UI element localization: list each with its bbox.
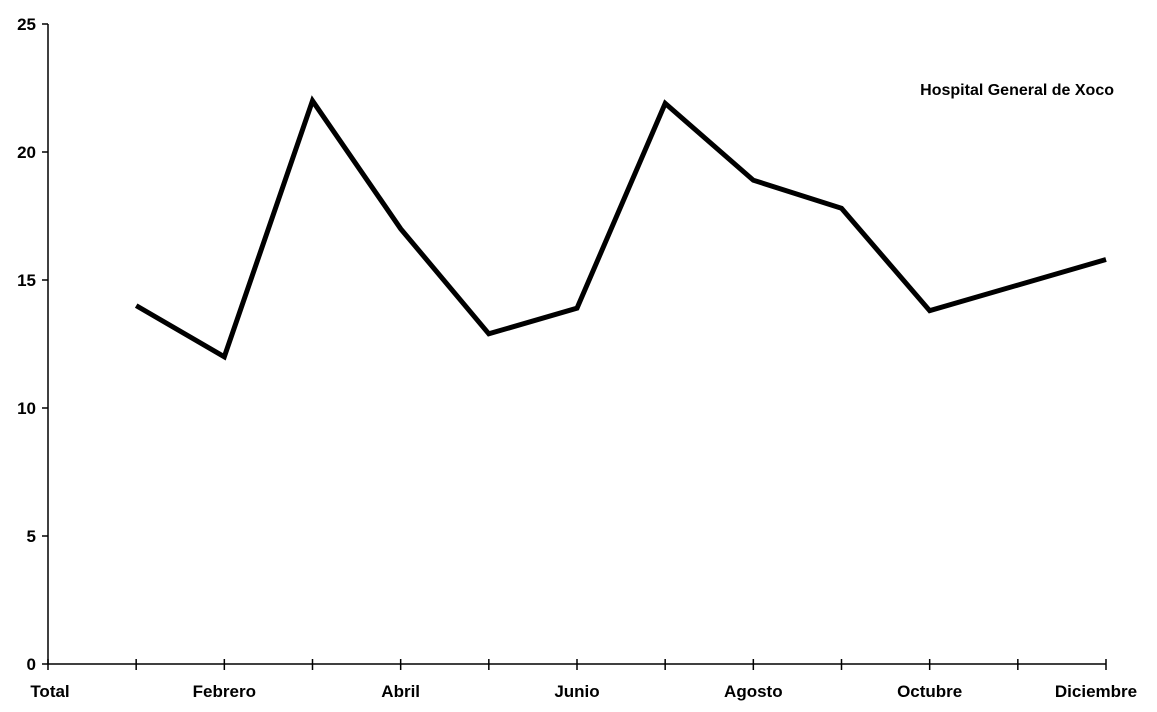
x-tick-label: Febrero [193,682,256,701]
x-tick-label: Junio [554,682,599,701]
y-tick-label: 25 [17,15,36,34]
x-tick-label: Diciembre [1055,682,1137,701]
y-tick-label: 15 [17,271,36,290]
series-layer [134,95,1107,361]
legend-label: Hospital General de Xoco [920,82,1114,99]
x-tick-label: Total [30,682,69,701]
y-tick-label: 0 [27,655,36,674]
y-tick-label: 10 [17,399,36,418]
y-axis-ticks: 0 5 10 15 20 25 [17,15,48,674]
x-tick-label: Agosto [724,682,783,701]
y-tick-label: 5 [27,527,36,546]
y-tick-label: 20 [17,143,36,162]
series-line [134,95,1107,361]
x-axis-ticks: Total Febrero Abril Junio Agosto Octubre Dicie… [30,659,1137,701]
x-tick-label: Octubre [897,682,962,701]
x-tick-label: Abril [381,682,420,701]
